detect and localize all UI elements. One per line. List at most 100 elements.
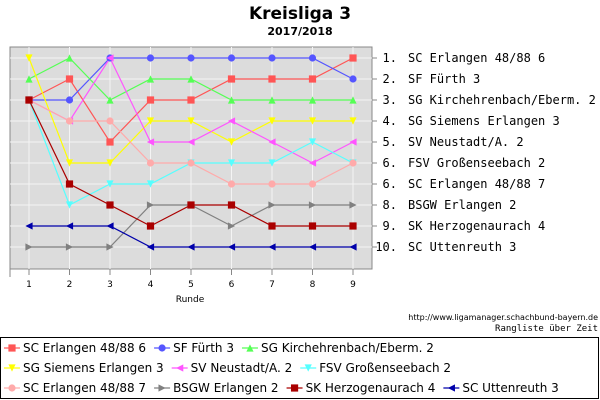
data-point — [227, 75, 236, 83]
data-point — [65, 117, 74, 125]
legend-marker — [246, 344, 254, 352]
data-point — [308, 138, 317, 146]
legend-marker — [176, 364, 184, 372]
rank-number: 1. — [383, 51, 397, 65]
rank-number: 4. — [383, 114, 397, 128]
data-point — [227, 180, 236, 188]
legend-label: SC Erlangen 48/88 6 — [23, 341, 146, 355]
data-point — [227, 222, 236, 230]
legend-label: SV Neustadt/A. 2 — [191, 361, 293, 375]
data-point — [65, 75, 74, 83]
data-point — [106, 96, 114, 104]
legend-marker — [304, 364, 312, 372]
data-point — [187, 117, 195, 125]
x-tick-label: 3 — [107, 280, 113, 290]
data-point — [146, 243, 155, 251]
data-point — [146, 117, 155, 125]
data-point — [227, 201, 236, 209]
data-point — [146, 201, 155, 209]
x-tick-label: 9 — [350, 280, 356, 290]
legend-label: SG Siemens Erlangen 3 — [23, 361, 164, 375]
data-point — [268, 159, 276, 167]
data-point — [65, 180, 74, 188]
data-point — [65, 201, 74, 209]
legend-label: SC Uttenreuth 3 — [462, 381, 558, 395]
rank-team-label: SK Herzogenaurach 4 — [408, 219, 545, 233]
data-point — [106, 201, 114, 209]
chart-subtitle: 2017/2018 — [267, 25, 332, 38]
data-point — [268, 138, 276, 146]
legend: SC Erlangen 48/88 6 SF Fürth 3 SG Kirchehr… — [4, 341, 559, 395]
data-point — [268, 96, 276, 104]
data-point — [106, 117, 114, 125]
data-point — [308, 222, 317, 230]
data-point — [227, 138, 236, 146]
x-tick-label: 4 — [148, 280, 154, 290]
rank-team-label: FSV Großenseebach 2 — [408, 156, 545, 170]
rank-team-label: SC Erlangen 48/88 7 — [408, 177, 545, 191]
series-markers — [25, 54, 357, 251]
data-point — [349, 222, 357, 230]
legend-marker — [8, 344, 16, 352]
rank-number: 6. — [383, 156, 397, 170]
data-point — [106, 180, 114, 188]
data-point — [349, 75, 357, 83]
data-point — [349, 138, 357, 146]
x-axis-label: Runde — [176, 295, 205, 305]
data-point — [349, 54, 357, 62]
data-point — [268, 222, 276, 230]
data-point — [146, 54, 155, 62]
data-point — [65, 243, 74, 251]
chart-title: Kreisliga 3 — [249, 4, 351, 24]
data-point — [268, 180, 276, 188]
data-point — [25, 96, 33, 104]
data-point — [268, 201, 276, 209]
data-point — [106, 54, 114, 62]
data-point — [349, 117, 357, 125]
legend-label: SC Erlangen 48/88 7 — [23, 381, 146, 395]
data-point — [308, 159, 317, 167]
data-point — [308, 117, 317, 125]
data-point — [146, 96, 155, 104]
data-point — [65, 96, 74, 104]
legend-marker — [8, 384, 16, 392]
rank-team-label: SC Uttenreuth 3 — [408, 240, 516, 254]
data-point — [187, 159, 195, 167]
data-point — [268, 54, 276, 62]
data-point — [227, 117, 236, 125]
data-point — [349, 243, 357, 251]
data-point — [349, 96, 357, 104]
data-point — [146, 138, 155, 146]
data-point — [268, 243, 276, 251]
legend-marker — [158, 344, 166, 352]
data-point — [349, 201, 357, 209]
data-point — [308, 75, 317, 83]
rank-number: 2. — [383, 72, 397, 86]
rank-team-label: SC Erlangen 48/88 6 — [408, 51, 545, 65]
legend-marker — [447, 384, 455, 392]
rank-team-label: SG Kirchehrenbach/Eberm. 2 — [408, 93, 596, 107]
rank-number: 9. — [383, 219, 397, 233]
x-tick-label: 5 — [188, 280, 194, 290]
legend-label: FSV Großenseebach 2 — [319, 361, 451, 375]
legend-label: SG Kirchehrenbach/Eberm. 2 — [261, 341, 434, 355]
data-point — [187, 96, 195, 104]
rank-team-label: SV Neustadt/A. 2 — [408, 135, 524, 149]
rank-labels: 1. SC Erlangen 48/88 6 2. SF Fürth 3 3. SG Ki… — [372, 51, 596, 254]
data-point — [308, 54, 317, 62]
footer-caption: Rangliste über Zeit — [495, 324, 598, 334]
rank-team-label: BSGW Erlangen 2 — [408, 198, 516, 212]
legend-label: BSGW Erlangen 2 — [173, 381, 278, 395]
data-point — [65, 159, 74, 167]
legend-marker — [158, 384, 166, 392]
data-point — [146, 75, 155, 83]
data-point — [227, 96, 236, 104]
data-point — [65, 222, 74, 230]
x-tick-label: 6 — [229, 280, 235, 290]
rank-number: 8. — [383, 198, 397, 212]
data-point — [65, 54, 74, 62]
data-point — [268, 75, 276, 83]
rank-number: 5. — [383, 135, 397, 149]
data-point — [308, 201, 317, 209]
